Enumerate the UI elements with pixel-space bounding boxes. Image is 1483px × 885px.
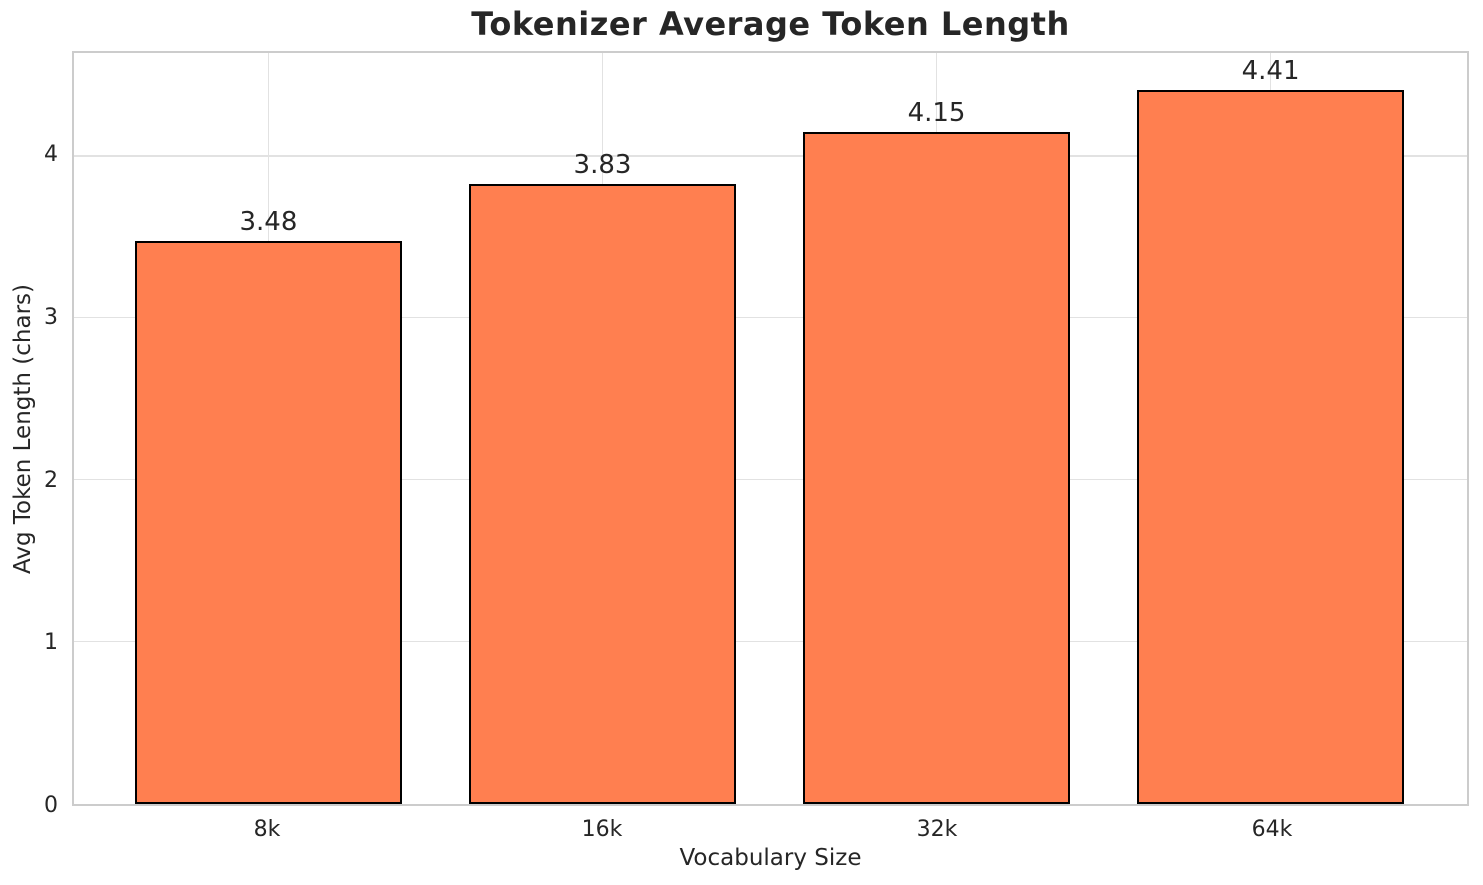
plot-area: 3.48 3.83 4.15 4.41: [72, 51, 1469, 806]
grid-line-horizontal: [74, 155, 1467, 157]
x-tick-label-8k: 8k: [253, 817, 281, 842]
bar-value-label-64k: 4.41: [1241, 56, 1300, 87]
bar-8k: [134, 240, 403, 804]
chart-title: Tokenizer Average Token Length: [471, 5, 1070, 43]
grid-line-horizontal: [74, 640, 1467, 643]
bar-16k: [468, 184, 737, 804]
y-axis-ticks: 0 1 2 3 4: [0, 51, 58, 817]
grid-line-horizontal: [74, 316, 1467, 319]
x-tick-label-64k: 64k: [1251, 817, 1293, 842]
bar-32k: [802, 132, 1071, 804]
x-axis-label: Vocabulary Size: [679, 845, 862, 871]
bar-value-label-16k: 3.83: [573, 150, 632, 181]
x-tick-label-16k: 16k: [581, 817, 623, 842]
y-tick-label-2: 2: [44, 467, 58, 493]
x-axis-ticks: 8k 16k 32k 64k: [72, 819, 1469, 847]
bar-value-label-8k: 3.48: [239, 206, 298, 237]
y-tick-label-4: 4: [44, 142, 58, 168]
grid-line-horizontal: [74, 478, 1467, 481]
bar-64k: [1136, 90, 1405, 804]
y-tick-label-3: 3: [44, 304, 58, 330]
y-tick-label-1: 1: [44, 630, 58, 656]
bar-value-label-32k: 4.15: [907, 98, 966, 129]
y-tick-label-0: 0: [44, 793, 58, 818]
x-tick-label-32k: 32k: [916, 817, 958, 842]
